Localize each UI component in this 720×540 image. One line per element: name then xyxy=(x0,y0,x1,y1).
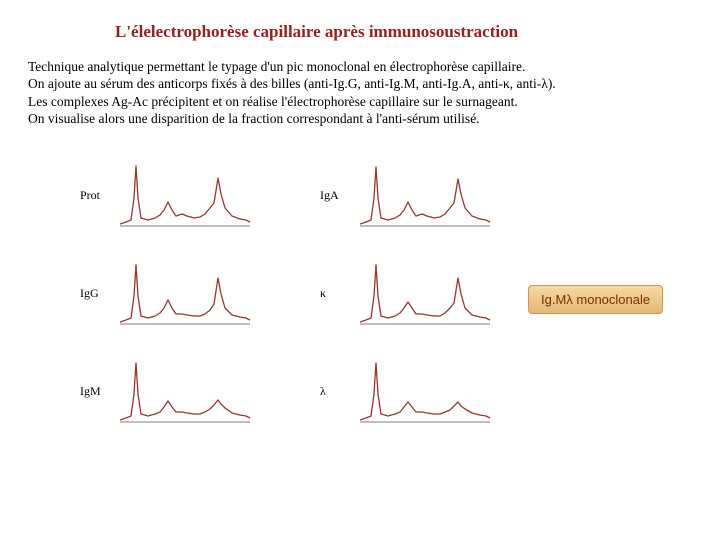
chart-cell-igg: IgG xyxy=(80,258,250,328)
chart-plot-kappa xyxy=(360,258,490,328)
desc-line-1: Technique analytique permettant le typag… xyxy=(28,58,700,75)
chart-label: IgA xyxy=(320,188,350,203)
chart-plot-igm xyxy=(120,356,250,426)
desc-line-4: On visualise alors une disparition de la… xyxy=(28,110,700,127)
charts-grid: Prot IgA IgG κ IgM λ xyxy=(80,160,500,454)
description-block: Technique analytique permettant le typag… xyxy=(28,58,700,127)
chart-plot-prot xyxy=(120,160,250,230)
chart-plot-igg xyxy=(120,258,250,328)
chart-row-2: IgM λ xyxy=(80,356,500,426)
chart-plot-lambda xyxy=(360,356,490,426)
result-badge: Ig.Mλ monoclonale xyxy=(528,285,663,314)
desc-line-2: On ajoute au sérum des anticorps fixés à… xyxy=(28,75,700,92)
chart-cell-prot: Prot xyxy=(80,160,250,230)
chart-label: λ xyxy=(320,384,350,399)
chart-row-1: IgG κ xyxy=(80,258,500,328)
chart-cell-lambda: λ xyxy=(320,356,490,426)
chart-plot-iga xyxy=(360,160,490,230)
chart-cell-iga: IgA xyxy=(320,160,490,230)
chart-label: Prot xyxy=(80,188,110,203)
chart-label: κ xyxy=(320,286,350,301)
chart-cell-kappa: κ xyxy=(320,258,490,328)
page-title: L'élelectrophorèse capillaire après immu… xyxy=(115,22,518,42)
result-badge-text: Ig.Mλ monoclonale xyxy=(541,292,650,307)
chart-row-0: Prot IgA xyxy=(80,160,500,230)
chart-cell-igm: IgM xyxy=(80,356,250,426)
chart-label: IgG xyxy=(80,286,110,301)
chart-label: IgM xyxy=(80,384,110,399)
desc-line-3: Les complexes Ag-Ac précipitent et on ré… xyxy=(28,93,700,110)
